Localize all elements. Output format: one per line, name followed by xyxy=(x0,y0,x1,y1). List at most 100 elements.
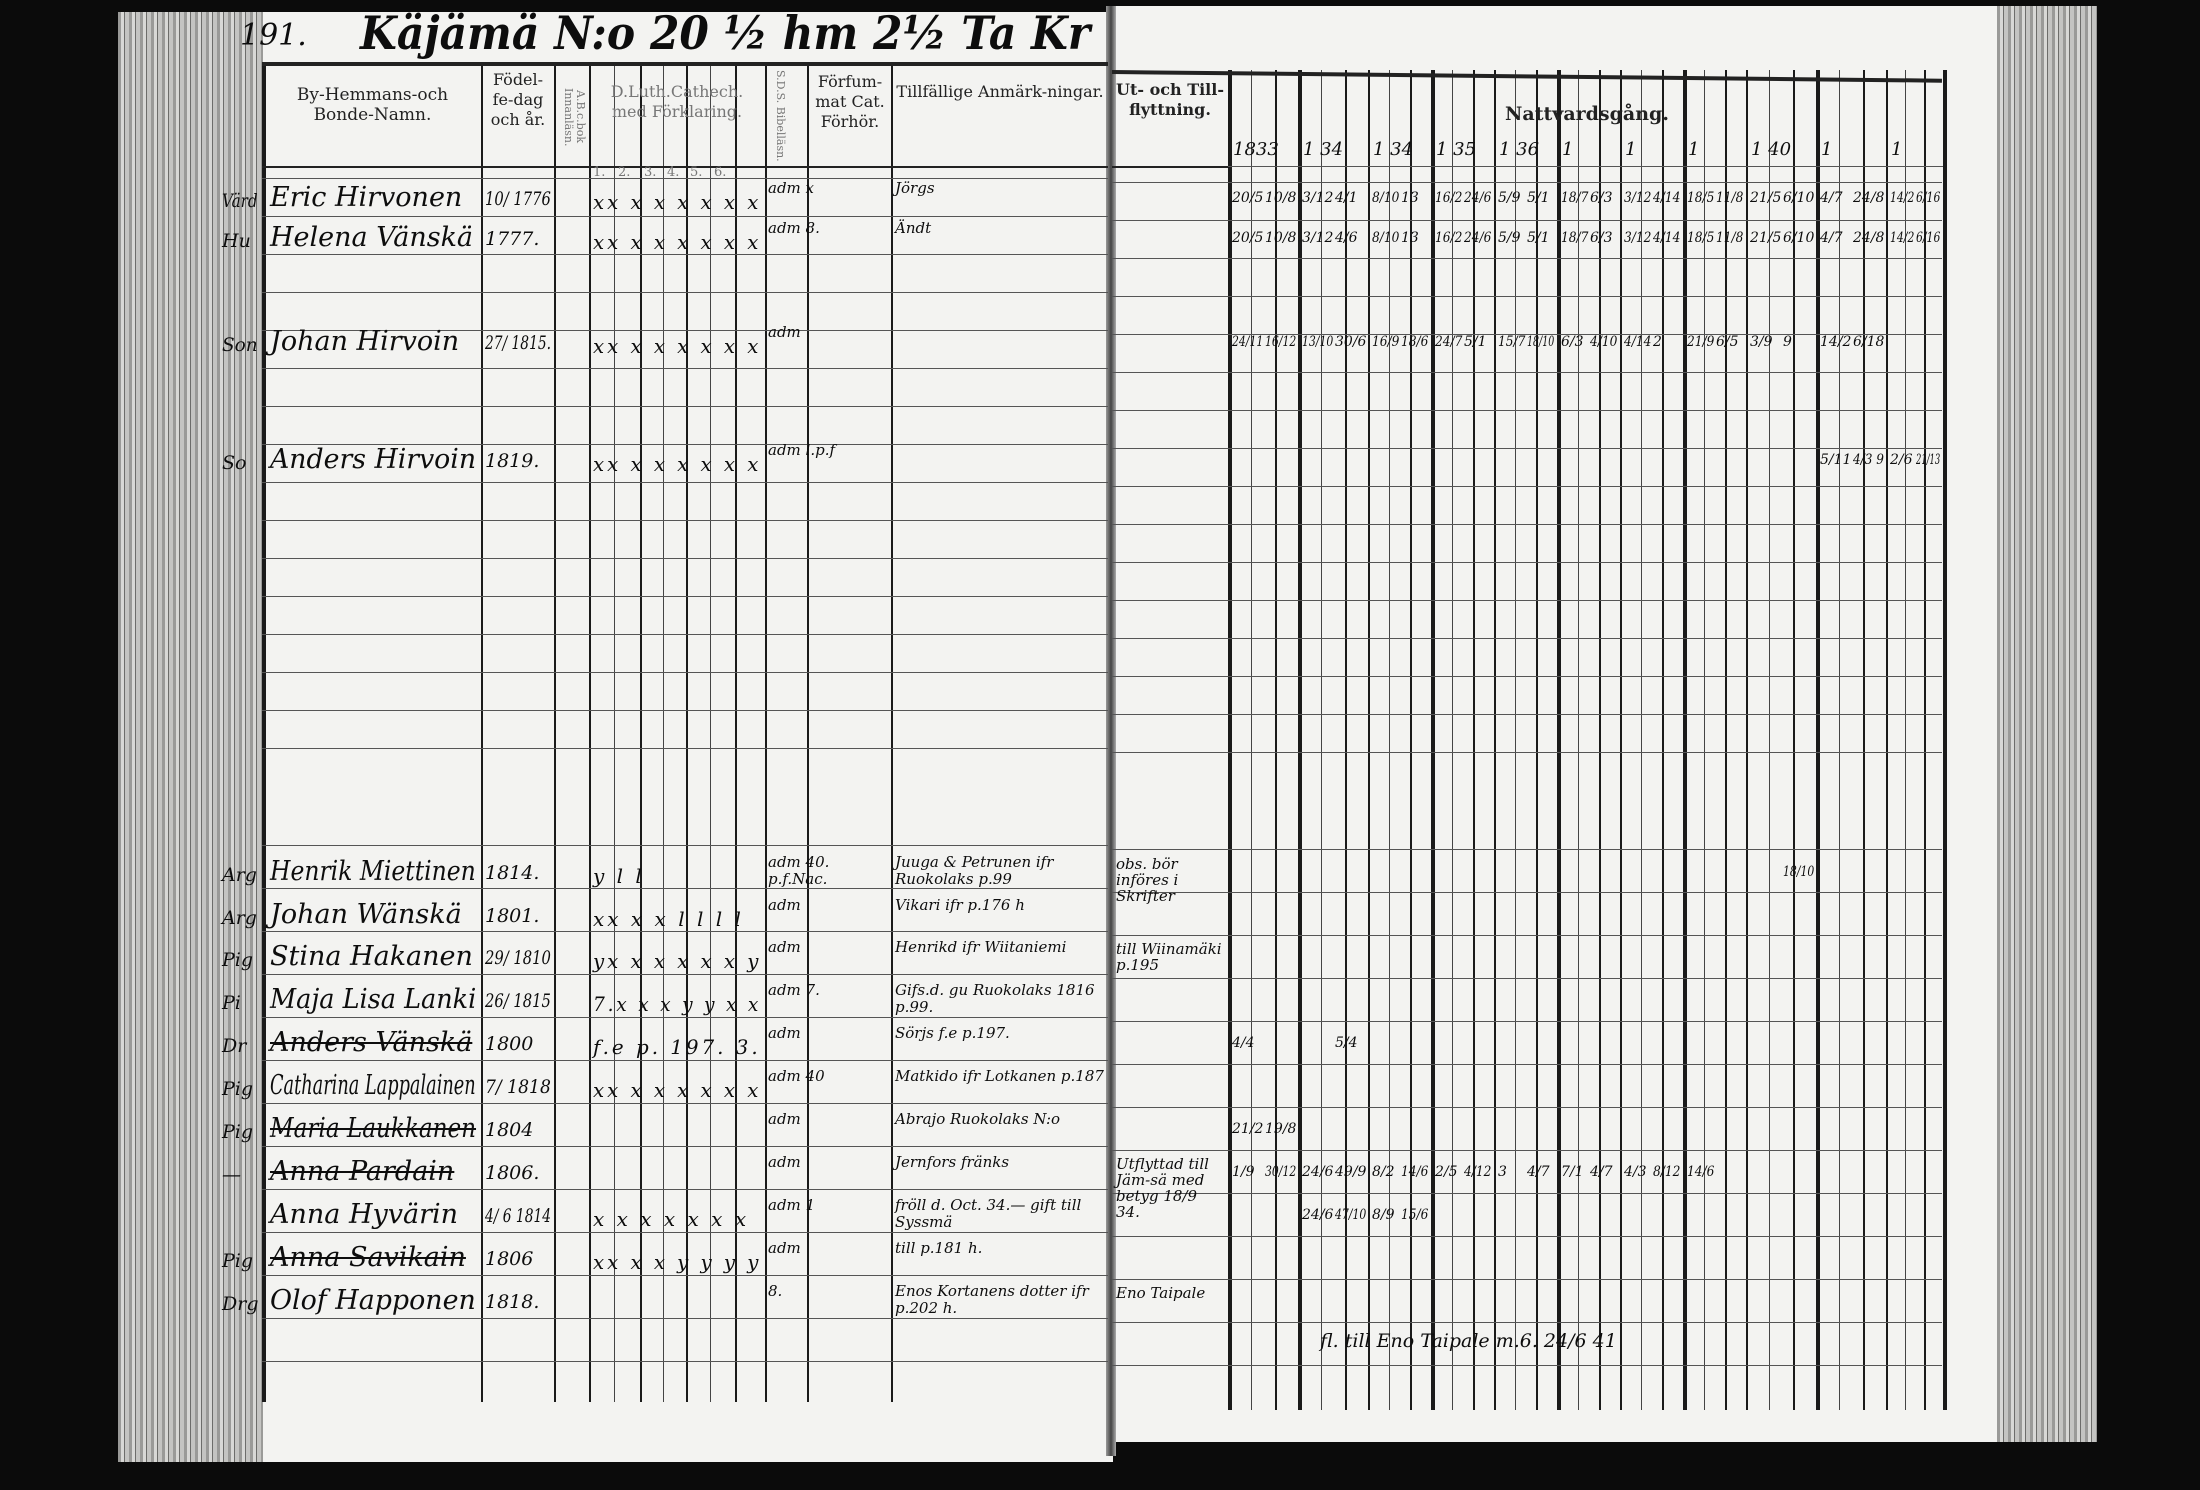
communion-date: 24/11 xyxy=(1232,334,1264,350)
birth-date: 1777. xyxy=(485,228,540,250)
column-rule xyxy=(1704,70,1705,1410)
row-rule xyxy=(1112,935,1942,936)
communion-date: 5/4 xyxy=(1335,1035,1358,1051)
birth-date: 26/ 1815 xyxy=(485,990,551,1012)
page-edge-stack xyxy=(1997,6,2097,1442)
column-rule xyxy=(765,62,767,1402)
row-rule xyxy=(1112,1021,1942,1022)
header-abc: A.B.c.bok Innanläsn. xyxy=(562,87,587,147)
communion-date: 47/10 xyxy=(1335,1207,1367,1223)
column-rule xyxy=(1536,70,1538,1410)
row-rule xyxy=(1112,1279,1942,1280)
row-rule xyxy=(262,845,1108,846)
communion-date: 24/6 xyxy=(1302,1164,1334,1180)
communion-date: 24/7 xyxy=(1435,334,1463,350)
birth-date: 1806. xyxy=(485,1162,540,1184)
row-rule xyxy=(262,444,1108,445)
row-rule xyxy=(262,596,1108,597)
page-number: 191. xyxy=(240,18,307,53)
column-rule xyxy=(1515,70,1516,1410)
communion-date: 3/12 xyxy=(1624,230,1652,246)
communion-date: 5/9 xyxy=(1498,190,1521,206)
column-rule xyxy=(1641,70,1642,1410)
role-label: Drg xyxy=(222,1293,259,1315)
communion-date: 4/14 xyxy=(1624,334,1652,350)
communion-date: 13/10 xyxy=(1302,334,1334,350)
communion-date: 4/14 xyxy=(1653,230,1681,246)
role-label: Pi xyxy=(222,992,241,1014)
header-catechism: D.Luth.Cathech. med Förklaring. xyxy=(610,82,744,121)
column-rule xyxy=(1620,70,1622,1410)
role-label: — xyxy=(222,1164,241,1186)
column-rule xyxy=(1886,70,1888,1410)
row-rule xyxy=(1112,258,1942,259)
birth-date: 4/ 6 1814 xyxy=(485,1205,551,1227)
communion-date: 8/2 xyxy=(1372,1164,1395,1180)
communion-date: 6/18 xyxy=(1853,334,1885,350)
row-rule xyxy=(1112,600,1942,601)
communion-date: 24/8 xyxy=(1853,190,1885,206)
row-rule xyxy=(1112,372,1942,373)
row-rule xyxy=(1112,220,1942,221)
birth-date: 1800 xyxy=(485,1033,534,1055)
column-rule xyxy=(1578,70,1579,1410)
person-name: Johan Hirvoin xyxy=(270,326,460,357)
role-label: Pig xyxy=(222,1250,254,1272)
sds-note: adm xyxy=(768,896,801,914)
communion-date: 9 xyxy=(1783,334,1792,350)
communion-date: 24/8 xyxy=(1853,230,1885,246)
column-rule xyxy=(807,62,809,1402)
header-remarks: Tillfällige Anmärk-ningar. xyxy=(896,82,1104,101)
person-name: Anna Hyvärin xyxy=(270,1199,459,1230)
sds-note: adm 1 xyxy=(768,1196,816,1214)
row-rule xyxy=(262,482,1108,483)
communion-date: 13 xyxy=(1401,230,1419,246)
book-gutter xyxy=(1106,6,1116,1456)
row-rule xyxy=(262,330,1108,331)
communion-date: 2 xyxy=(1653,334,1662,350)
row-rule xyxy=(262,216,1108,217)
column-rule xyxy=(640,62,642,1402)
row-rule xyxy=(1112,334,1942,335)
communion-date: 19/8 xyxy=(1265,1121,1297,1137)
column-rule xyxy=(1725,70,1727,1410)
communion-date: 4/4 xyxy=(1232,1035,1255,1051)
communion-date: 3/12 xyxy=(1624,190,1652,206)
person-name: Stina Hakanen xyxy=(270,941,473,972)
person-name: Anders Vänskä xyxy=(270,1027,473,1058)
row-rule xyxy=(262,888,1108,889)
remark: Ändt xyxy=(895,219,932,237)
communion-date: 16/2 xyxy=(1435,190,1463,206)
communion-date: 2/6 xyxy=(1890,452,1913,468)
role-label: Värd xyxy=(222,190,258,212)
remark: Gifs.d. gu Ruokolaks 1816 p.99. xyxy=(895,981,1095,1016)
communion-date: 11/8 xyxy=(1716,190,1744,206)
header-missed: Förfum-mat Cat. Förhör. xyxy=(815,72,885,131)
row-rule xyxy=(1112,296,1942,297)
column-rule xyxy=(686,62,688,1402)
row-rule xyxy=(262,1103,1108,1104)
column-rule xyxy=(1662,70,1664,1410)
birth-date: 1818. xyxy=(485,1291,540,1313)
birth-date: 29/ 1810 xyxy=(485,947,551,969)
column-rule xyxy=(1746,70,1748,1410)
communion-date: 24/6 xyxy=(1464,190,1492,206)
column-rule xyxy=(1274,70,1277,1410)
communion-date: 6/16 xyxy=(1916,190,1941,206)
catechism-marks: f.e p. 197. 3. xyxy=(593,1035,761,1059)
left-page xyxy=(118,12,1113,1462)
row-rule xyxy=(1112,182,1942,183)
communion-date: 20/5 xyxy=(1232,190,1264,206)
row-rule xyxy=(262,1232,1108,1233)
person-name: Maja Lisa Lanki xyxy=(270,984,477,1015)
communion-date: 6/10 xyxy=(1783,190,1815,206)
remark: Abrajo Ruokolaks N:o xyxy=(895,1110,1061,1128)
communion-date: 18/10 xyxy=(1527,334,1555,350)
column-rule xyxy=(1368,70,1370,1410)
sds-note: adm x xyxy=(768,179,814,197)
row-rule xyxy=(262,1361,1108,1362)
row-rule xyxy=(262,1017,1108,1018)
communion-date: 10/8 xyxy=(1265,230,1297,246)
communion-date: 5/1 xyxy=(1527,230,1550,246)
communion-date: 18/5 xyxy=(1687,230,1715,246)
